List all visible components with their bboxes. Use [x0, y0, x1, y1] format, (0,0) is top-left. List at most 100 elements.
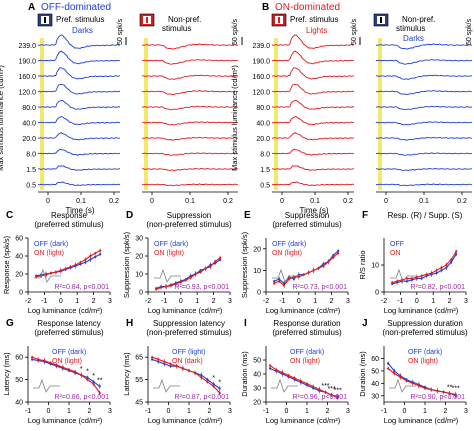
y-tick-label: 40 — [253, 372, 261, 379]
data-point — [387, 362, 390, 365]
data-point — [169, 365, 172, 368]
nonpref-stimulus-icon — [139, 13, 155, 27]
legend-on: ON (light) — [34, 250, 64, 257]
y-tick-label: 40 — [15, 254, 23, 261]
data-point — [425, 273, 428, 276]
panel-letter: J — [362, 318, 368, 329]
pref-trace — [271, 181, 355, 186]
data-point — [293, 377, 296, 380]
data-point — [411, 382, 414, 385]
pref-trace — [37, 50, 121, 65]
data-point — [393, 369, 396, 372]
panel-letter: D — [126, 210, 133, 221]
data-point — [92, 382, 95, 386]
data-point — [299, 379, 302, 383]
data-point — [278, 277, 281, 281]
x-tick-label: 2 — [326, 408, 330, 415]
data-point — [74, 370, 77, 373]
y-tick-label: 40 — [371, 381, 379, 388]
y-tick-label: 65 — [135, 355, 143, 362]
chart-panel-i: I Response duration(preferred stimulus)20… — [240, 318, 350, 425]
significance-star: *** — [321, 383, 329, 390]
data-point — [94, 255, 97, 258]
inset-waveform — [153, 378, 180, 393]
data-point — [337, 252, 340, 255]
data-point — [312, 385, 315, 388]
panel-letter: G — [6, 318, 14, 329]
data-point — [287, 374, 290, 377]
legend-off: OFF (light) — [172, 349, 205, 356]
x-tick-label: -2 — [145, 298, 151, 305]
y-tick-label: 40 — [15, 400, 23, 407]
nonpref-trace — [141, 74, 239, 80]
x-tick-label: 1 — [195, 298, 199, 305]
x-tick-label: -1 — [397, 298, 403, 305]
stat-label: R²=0.93, p<0.001 — [175, 284, 230, 291]
y-tick-label: 20 — [253, 246, 261, 253]
data-point — [327, 260, 330, 263]
icon-bar — [146, 17, 148, 23]
x-tick-label: -1 — [25, 408, 31, 415]
data-point — [187, 369, 191, 372]
x-tick-label: -2 — [25, 298, 31, 305]
data-point — [49, 272, 53, 275]
data-point — [94, 252, 97, 255]
chart-title: Suppression duration — [387, 319, 463, 328]
x-tick-label: -2 — [381, 298, 387, 305]
data-point — [430, 388, 433, 391]
x-tick-label: 0 — [47, 408, 51, 415]
x-axis-label: Log luminance (cd/m²) — [148, 306, 223, 315]
nonpref-trace — [375, 167, 472, 171]
x-tick-label: 1 — [75, 298, 79, 305]
chart-panel-f: F Resp. (R) / Supp. (S) 0 10 -2 -1 0 1 2 3 R/S rat… — [358, 210, 468, 315]
stat-label: R²=0.90, p<0.001 — [411, 394, 466, 401]
data-point — [80, 374, 83, 377]
data-point — [92, 380, 95, 383]
data-point — [399, 376, 402, 379]
data-point — [269, 367, 272, 370]
x-tick-label: 2 — [212, 298, 216, 305]
data-point — [30, 356, 34, 359]
y-tick-label: 60 — [15, 236, 23, 243]
luminance-label: 8.0 — [26, 152, 36, 159]
data-point — [430, 272, 433, 275]
data-point — [278, 280, 281, 283]
data-point — [89, 254, 92, 258]
y-tick-label: 10 — [253, 268, 261, 275]
x-tick-label: 0 — [384, 198, 388, 205]
data-point — [455, 253, 458, 256]
pref-trace — [37, 181, 121, 186]
data-point — [86, 376, 89, 379]
x-tick-label: 0 — [415, 298, 419, 305]
x-tick-label: 3 — [228, 298, 232, 305]
data-point — [157, 358, 160, 361]
data-point — [269, 364, 272, 367]
x-tick-label: 0 — [46, 198, 50, 205]
pref-trace — [271, 50, 355, 65]
right-header: stimulus — [162, 24, 191, 33]
stat-label: R²=0.96, p<0.001 — [293, 394, 348, 401]
data-point — [420, 277, 423, 280]
x-tick-label: -1 — [161, 298, 167, 305]
y-tick-label: 20 — [15, 272, 23, 279]
significance-star: * — [218, 380, 221, 387]
y-axis-label: Max stimulus luminance (cd/m²) — [230, 65, 239, 171]
data-point — [405, 280, 409, 283]
significance-star: *** — [334, 387, 342, 394]
pref-trace — [271, 67, 355, 80]
right-header: Non-pref. — [168, 15, 201, 24]
data-point — [69, 265, 72, 268]
nonpref-trace — [141, 59, 238, 65]
luminance-label: 1.5 — [26, 167, 36, 174]
data-point — [86, 378, 89, 381]
chart-title: Suppression — [167, 211, 211, 220]
data-point — [204, 267, 207, 270]
left-header: Pref. stimulus — [56, 15, 104, 24]
data-point — [423, 387, 427, 390]
icon-bar — [44, 17, 46, 23]
data-point — [273, 280, 276, 283]
data-point — [74, 263, 77, 267]
data-point — [302, 273, 305, 276]
data-point — [440, 269, 443, 272]
chart-subtitle: (non-preferred stimulus) — [146, 220, 232, 229]
